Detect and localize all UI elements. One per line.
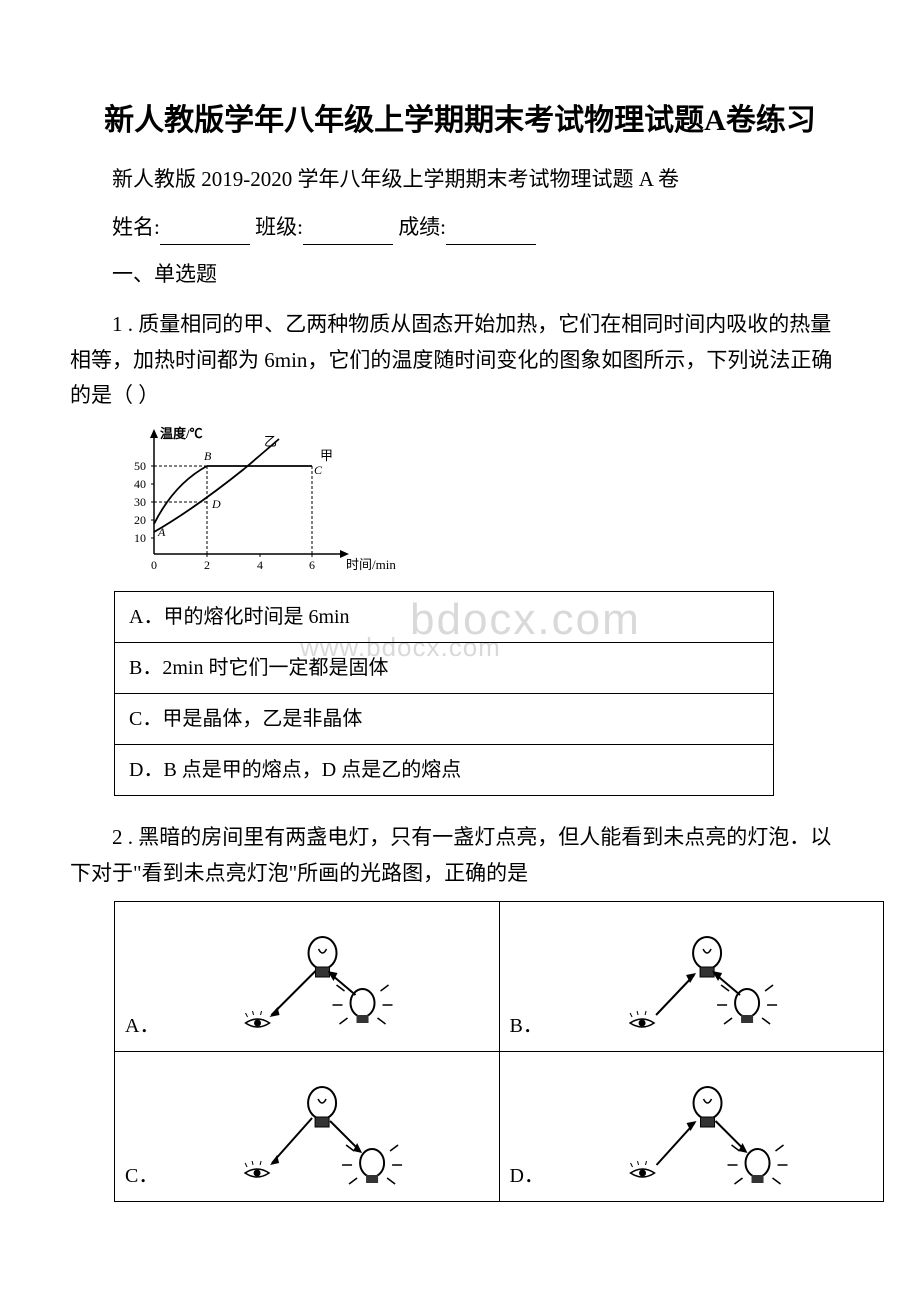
bulb-diagram-C [166, 1073, 488, 1193]
question-1-text: 1 . 质量相同的甲、乙两种物质从固态开始加热，它们在相同时间内吸收的热量相等，… [70, 307, 850, 414]
name-label: 姓名: [112, 215, 160, 239]
ytick-10: 10 [134, 531, 146, 545]
score-blank[interactable] [446, 220, 536, 245]
xtick-2: 2 [204, 558, 210, 572]
q1-option-C[interactable]: C．甲是晶体，乙是非晶体 [115, 693, 774, 744]
q1-option-A[interactable]: A．甲的熔化时间是 6min [115, 591, 774, 642]
ylabel: 温度/℃ [160, 426, 203, 441]
name-blank[interactable] [160, 220, 250, 245]
q2-label-D: D． [510, 1159, 544, 1193]
xlabel: 时间/min [346, 557, 396, 572]
bulb-diagram-B [551, 923, 873, 1043]
series-yi: 乙 [264, 434, 277, 449]
bulb-diagram-D [552, 1073, 873, 1193]
q1-option-D[interactable]: D．B 点是甲的熔点，D 点是乙的熔点 [115, 744, 774, 795]
class-blank[interactable] [303, 220, 393, 245]
q1-option-B[interactable]: B．2min 时它们一定都是固体 [115, 642, 774, 693]
point-B: B [204, 449, 212, 463]
ytick-40: 40 [134, 477, 146, 491]
q2-option-B[interactable]: B． [499, 902, 884, 1052]
ytick-20: 20 [134, 513, 146, 527]
bulb-diagram-A [167, 923, 488, 1043]
section-header: 一、单选题 [70, 257, 850, 293]
question-2-text: 2 . 黑暗的房间里有两盏电灯，只有一盏灯点亮，但人能看到未点亮的灯泡．以下对于… [70, 820, 850, 891]
form-line: 姓名: 班级: 成绩: [70, 210, 850, 246]
question-1-chart: 10 20 30 40 50 0 2 4 6 温度/℃ 时间/min A B C… [114, 424, 850, 591]
q2-option-D[interactable]: D． [499, 1052, 884, 1202]
xtick-4: 4 [257, 558, 263, 572]
q2-label-B: B． [510, 1009, 543, 1043]
q2-label-A: A． [125, 1009, 159, 1043]
point-C: C [314, 463, 323, 477]
ytick-50: 50 [134, 459, 146, 473]
q2-label-C: C． [125, 1159, 158, 1193]
question-2-options: A． [114, 901, 884, 1202]
xtick-6: 6 [309, 558, 315, 572]
xtick-0: 0 [151, 558, 157, 572]
subtitle: 新人教版 2019-2020 学年八年级上学期期末考试物理试题 A 卷 [70, 162, 850, 198]
series-jia: 甲 [320, 448, 333, 463]
point-A: A [157, 525, 166, 539]
class-label: 班级: [255, 215, 303, 239]
ytick-30: 30 [134, 495, 146, 509]
score-label: 成绩: [398, 215, 446, 239]
page-title: 新人教版学年八年级上学期期末考试物理试题A卷练习 [70, 100, 850, 142]
point-D: D [211, 497, 221, 511]
q2-option-A[interactable]: A． [115, 902, 500, 1052]
question-1-options: A．甲的熔化时间是 6min B．2min 时它们一定都是固体 C．甲是晶体，乙… [114, 591, 774, 796]
q2-option-C[interactable]: C． [115, 1052, 500, 1202]
